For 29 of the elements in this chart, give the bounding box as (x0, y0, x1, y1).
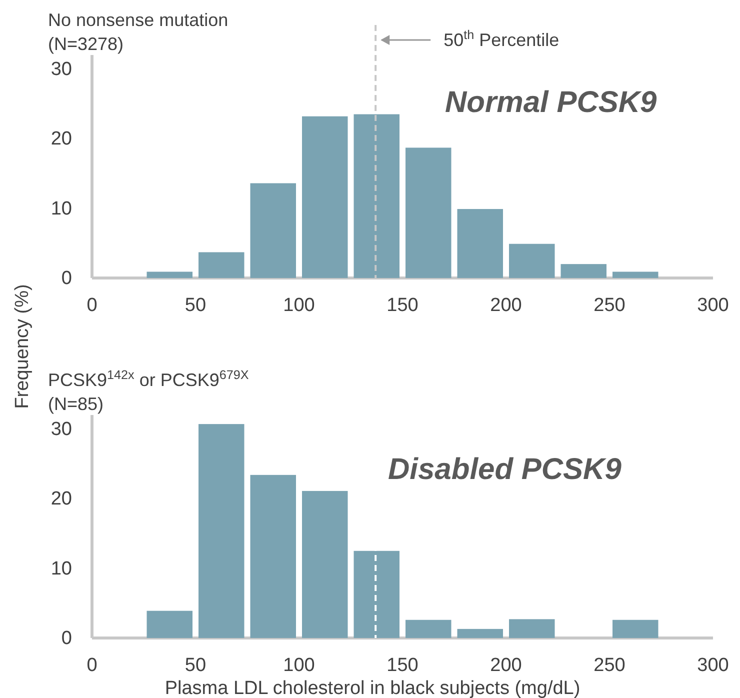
y-tick-label: 30 (50, 418, 72, 440)
x-axis-title: Plasma LDL cholesterol in black subjects (mg/dL) (164, 678, 580, 698)
y-tick-label: 0 (61, 268, 72, 289)
text: No nonsense mutation (N=3278) (48, 10, 228, 54)
x-tick-label: 300 (697, 295, 729, 316)
x-tick-label: 300 (697, 655, 729, 676)
x-tick-label: 250 (594, 295, 626, 316)
x-tick-label: 50 (184, 295, 206, 316)
x-tick-label: 150 (386, 655, 418, 676)
x-tick-label: 0 (86, 295, 98, 316)
y-tick-label: 10 (50, 198, 72, 220)
x-tick-label: 100 (283, 655, 315, 676)
text: PCSK9$^{142x}$ or PCSK9$^{679X}$ (N=85) (48, 368, 249, 414)
y-tick-label: 30 (50, 58, 72, 80)
y-tick-label: 20 (50, 128, 72, 150)
y-tick-label: 20 (50, 488, 72, 510)
annotation: Disabled PCSK9 (388, 453, 622, 486)
x-tick-label: 0 (86, 655, 98, 676)
x-tick-label: 150 (386, 295, 418, 316)
y-axis-title: Frequency (%) (12, 284, 33, 409)
ref-line-label: 50$^{th}$ Percentile (444, 28, 560, 50)
annotation: Normal PCSK9 (445, 86, 658, 119)
x-tick-label: 100 (283, 295, 315, 316)
y-tick-label: 0 (61, 628, 72, 649)
x-tick-label: 200 (490, 655, 522, 676)
x-tick-label: 50 (184, 655, 206, 676)
x-tick-label: 200 (490, 295, 522, 316)
x-tick-label: 250 (594, 655, 626, 676)
y-tick-label: 10 (50, 558, 72, 580)
